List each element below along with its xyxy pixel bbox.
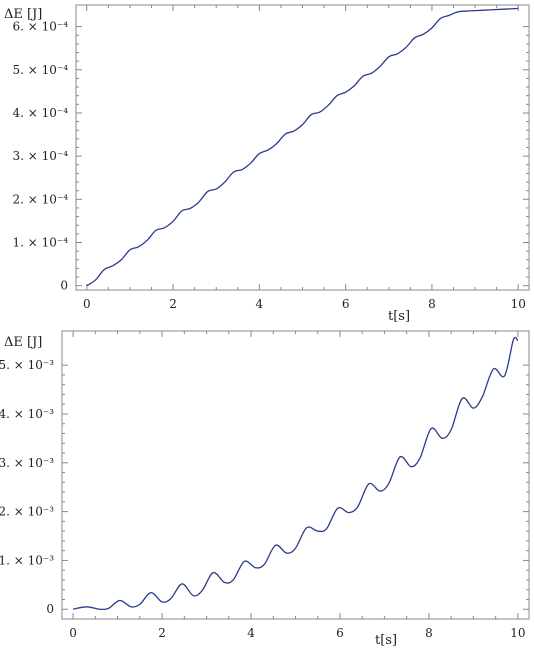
x-tick-label: 2	[169, 297, 177, 311]
series-line	[72, 336, 519, 611]
x-tick-label: 8	[425, 626, 433, 640]
x-axis-label: t[s]	[375, 633, 397, 648]
x-axis-label: t[s]	[388, 309, 410, 324]
x-tick-label: 6	[342, 297, 350, 311]
x-tick-label: 4	[256, 297, 264, 311]
x-tick-label: 10	[510, 626, 525, 640]
chart-bottom: 0 2 4 6 8 10 0 1. × 10⁻³ 2. × 10⁻³ 3. × 10⁻³ 4. × …	[0, 330, 530, 648]
y-tick-label: 1. × 10⁻³	[0, 553, 54, 567]
plot-frame	[75, 4, 530, 291]
y-tick-label: 0	[60, 279, 68, 293]
y-axis-label: ΔE [J]	[4, 7, 42, 22]
y-axis-label: ΔE [J]	[4, 335, 42, 350]
x-tick-label: 2	[158, 626, 166, 640]
y-tick-label: 0	[46, 602, 54, 616]
y-tick-label: 2. × 10⁻³	[0, 505, 54, 519]
x-tick-label: 10	[511, 297, 526, 311]
x-tick-label: 8	[428, 297, 436, 311]
plot-frame	[61, 330, 530, 620]
y-tick-label: 4. × 10⁻⁴	[12, 106, 68, 120]
y-tick-label: 1. × 10⁻⁴	[12, 236, 68, 250]
y-tick-label: 3. × 10⁻³	[0, 456, 54, 470]
y-tick-label: 3. × 10⁻⁴	[12, 149, 68, 163]
x-tick-label: 0	[83, 297, 91, 311]
x-tick-label: 6	[336, 626, 344, 640]
x-tick-label: 0	[69, 626, 77, 640]
series-line	[86, 7, 519, 287]
y-tick-label: 2. × 10⁻⁴	[12, 192, 68, 206]
y-tick-label: 6. × 10⁻⁴	[12, 20, 68, 34]
y-tick-label: 5. × 10⁻⁴	[12, 63, 68, 77]
x-tick-label: 4	[247, 626, 255, 640]
y-tick-label: 5. × 10⁻³	[0, 358, 54, 372]
chart-top: 0 2 4 6 8 10 0 1. × 10⁻⁴ 2. × 10⁻⁴ 3. × 10⁻⁴ 4. × …	[4, 4, 530, 324]
y-tick-label: 4. × 10⁻³	[0, 407, 54, 421]
